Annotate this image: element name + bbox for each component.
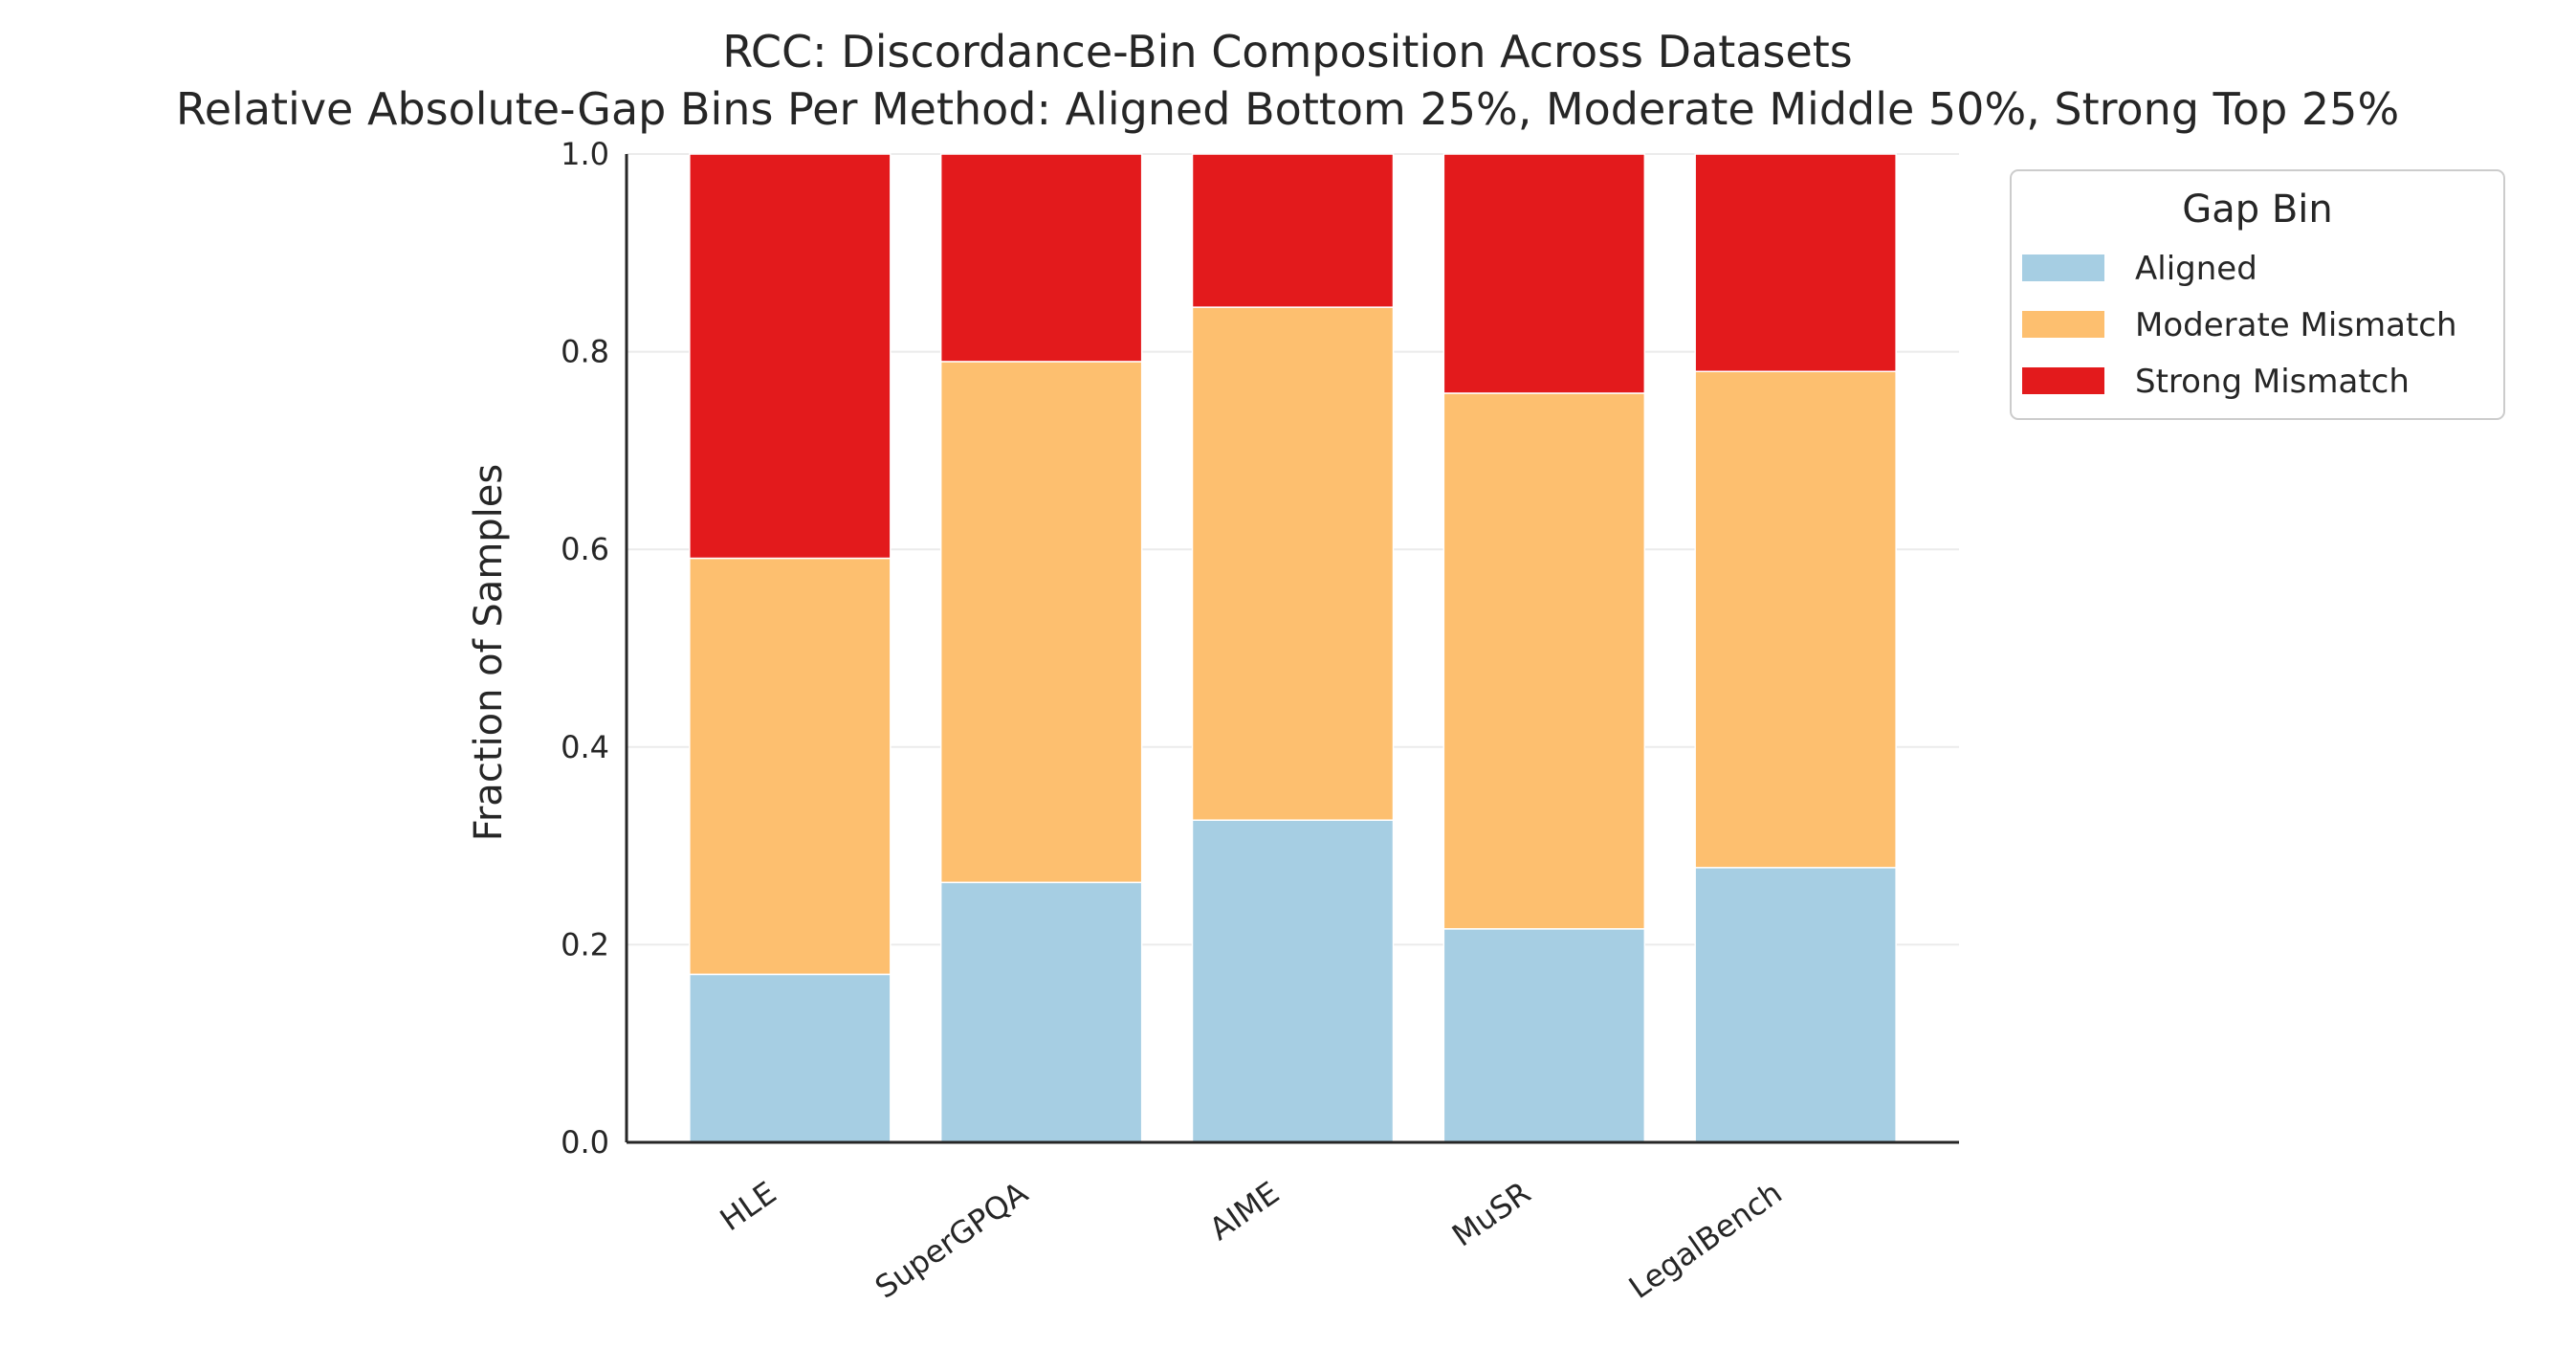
x-tick-label: HLE: [714, 1174, 783, 1238]
y-tick-label: 0.2: [561, 926, 609, 962]
chart-title: RCC: Discordance-Bin Composition Across …: [722, 26, 1853, 77]
bars: [689, 153, 1897, 1143]
x-tick-label: LegalBench: [1622, 1174, 1789, 1306]
x-tick-label: SuperGPQA: [869, 1174, 1034, 1305]
chart-subtitle: Relative Absolute-Gap Bins Per Method: A…: [176, 83, 2399, 135]
bar-segment: [1191, 306, 1395, 821]
y-axis-label: Fraction of Samples: [467, 464, 511, 841]
legend-swatch: [2022, 311, 2104, 338]
x-tick-label: AIME: [1202, 1174, 1286, 1248]
y-tick-label: 0.8: [561, 334, 609, 370]
bar-segment: [1191, 819, 1395, 1143]
bar-segment: [939, 361, 1143, 884]
bar-segment: [1694, 370, 1897, 869]
legend-label: Moderate Mismatch: [2135, 306, 2457, 344]
bar-segment: [1442, 392, 1646, 930]
bar-segment: [689, 973, 892, 1143]
y-tick-label: 0.4: [561, 729, 609, 765]
y-tick-label: 0.6: [561, 531, 609, 567]
bar-segment: [1694, 153, 1897, 373]
bar-segment: [689, 153, 892, 560]
bar-segment: [1694, 867, 1897, 1143]
bar-segment: [1442, 153, 1646, 394]
legend-title: Gap Bin: [2182, 188, 2333, 232]
legend-label: Strong Mismatch: [2135, 363, 2410, 401]
axes: [625, 154, 1959, 1144]
bar-segment: [689, 557, 892, 976]
legend-swatch: [2022, 367, 2104, 394]
bar-segment: [939, 153, 1143, 363]
bar-segment: [939, 881, 1143, 1143]
y-tick-label: 1.0: [561, 136, 609, 172]
y-tick-label: 0.0: [561, 1124, 609, 1161]
legend-label: Aligned: [2135, 250, 2257, 288]
bar-segment: [1442, 928, 1646, 1143]
legend-box: [2010, 169, 2505, 420]
bar-segment: [1191, 153, 1395, 308]
legend-swatch: [2022, 254, 2104, 281]
x-tick-label: MuSR: [1445, 1174, 1537, 1253]
legend: Gap Bin Aligned Moderate Mismatch Strong Mi…: [2010, 169, 2505, 420]
